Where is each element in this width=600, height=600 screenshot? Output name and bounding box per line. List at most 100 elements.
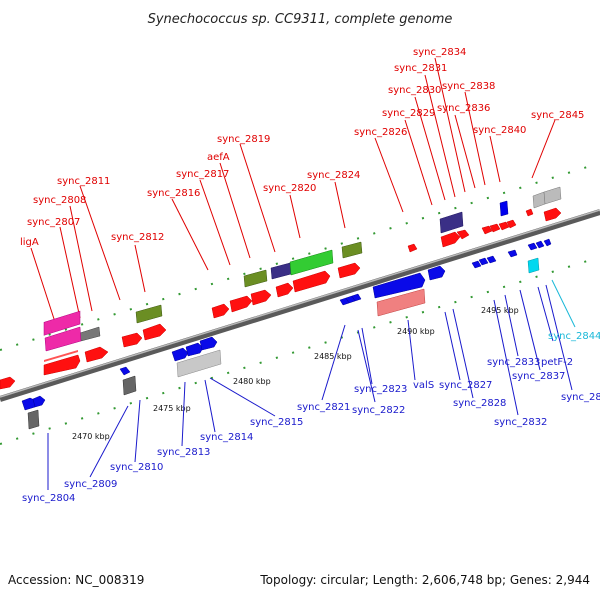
kbp-label: 2490 kbp — [397, 327, 435, 336]
gene-label-sync-2815[interactable]: sync_2815 — [250, 417, 303, 428]
gene-label-sync-2824[interactable]: sync_2824 — [307, 170, 360, 181]
gene-label-sync-2845[interactable]: sync_2845 — [531, 110, 584, 121]
gene-label-sync-2820[interactable]: sync_2820 — [263, 183, 316, 194]
gene-label-sync-2833[interactable]: sync_2833 — [487, 357, 540, 368]
gene-feature[interactable] — [407, 243, 418, 253]
gene-feature[interactable] — [211, 303, 230, 319]
gene-label-sync-2808[interactable]: sync_2808 — [33, 195, 86, 206]
gene-feature[interactable] — [506, 219, 517, 229]
gene-label-sync-2823[interactable]: sync_2823 — [354, 384, 407, 395]
gene-feature[interactable] — [440, 231, 461, 248]
gene-feature[interactable] — [498, 221, 510, 231]
gene-feature[interactable] — [535, 240, 545, 249]
gene-feature-olive[interactable] — [341, 241, 363, 259]
top-gene-labels: ligA sync_2807 sync_2808 sync_2811 sync_… — [20, 47, 584, 248]
gene-label-sync-2837[interactable]: sync_2837 — [512, 371, 565, 382]
gene-label-sync-2804[interactable]: sync_2804 — [22, 493, 75, 504]
gene-label-sync-2811[interactable]: sync_2811 — [57, 176, 110, 187]
gene-label-sync-2822[interactable]: sync_2822 — [352, 405, 405, 416]
gene-feature-olive[interactable] — [135, 304, 163, 324]
gene-feature[interactable] — [121, 332, 143, 348]
gene-label-sync-2832[interactable]: sync_2832 — [494, 417, 547, 428]
gene-feature-navy[interactable] — [270, 262, 292, 280]
gene-feature[interactable] — [119, 366, 131, 376]
gene-feature[interactable] — [43, 354, 81, 376]
gene-label-sync-2812[interactable]: sync_2812 — [111, 232, 164, 243]
gene-label-sync-2842[interactable]: sync_2842 — [561, 392, 600, 403]
gene-label-sync-2826[interactable]: sync_2826 — [354, 127, 407, 138]
gene-label-sync-2807[interactable]: sync_2807 — [27, 217, 80, 228]
gene-feature[interactable] — [489, 223, 501, 233]
gene-label-sync-2840[interactable]: sync_2840 — [473, 125, 526, 136]
gene-feature[interactable] — [527, 242, 538, 251]
gene-feature-blue[interactable] — [499, 200, 509, 217]
gene-feature-cyan[interactable] — [527, 257, 540, 274]
gene-feature[interactable] — [486, 255, 497, 264]
gene-label-sync-2817[interactable]: sync_2817 — [176, 169, 229, 180]
gene-feature-pink[interactable] — [43, 310, 81, 336]
gene-label-sync-2816[interactable]: sync_2816 — [147, 188, 200, 199]
gene-feature[interactable] — [543, 207, 562, 222]
gene-feature[interactable] — [478, 257, 489, 266]
gene-feature-salmon[interactable] — [376, 288, 426, 317]
gene-feature[interactable] — [525, 208, 534, 217]
gene-label-sync-2814[interactable]: sync_2814 — [200, 432, 253, 443]
gene-label-sync-2819[interactable]: sync_2819 — [217, 134, 270, 145]
genome-backbone-highlight — [0, 209, 600, 398]
kbp-label: 2475 kbp — [153, 404, 191, 413]
gene-label-sync-2844[interactable]: sync_2844 — [548, 331, 600, 342]
gene-label-sync-2838[interactable]: sync_2838 — [442, 81, 495, 92]
gene-label-sync-2809[interactable]: sync_2809 — [64, 479, 117, 490]
gene-label-aefA[interactable]: aefA — [207, 152, 230, 163]
gene-label-sync-2810[interactable]: sync_2810 — [110, 462, 163, 473]
gene-feature-gray[interactable] — [532, 191, 546, 209]
gene-feature[interactable] — [543, 238, 552, 247]
gene-label-sync-2836[interactable]: sync_2836 — [437, 103, 490, 114]
gene-feature[interactable] — [471, 260, 482, 269]
gene-feature-gray[interactable] — [176, 349, 222, 378]
gene-feature[interactable] — [507, 249, 518, 258]
gene-label-sync-2834[interactable]: sync_2834 — [413, 47, 466, 58]
gene-feature-olive[interactable] — [243, 269, 268, 288]
gene-feature-gray[interactable] — [27, 409, 40, 430]
gene-label-sync-2831[interactable]: sync_2831 — [394, 63, 447, 74]
gene-feature-gray[interactable] — [543, 186, 562, 205]
gene-feature[interactable] — [372, 272, 426, 299]
gene-feature[interactable] — [351, 293, 362, 302]
gene-label-sync-2830[interactable]: sync_2830 — [388, 85, 441, 96]
gene-label-sync-2829[interactable]: sync_2829 — [382, 108, 435, 119]
gene-feature-navy[interactable] — [439, 211, 464, 234]
gene-label-ligA[interactable]: ligA — [20, 237, 39, 248]
gene-label-sync-2827[interactable]: sync_2827 — [439, 380, 492, 391]
gene-feature[interactable] — [32, 395, 46, 408]
gene-feature-gray[interactable] — [79, 326, 101, 342]
bottom-gene-labels: sync_2804 sync_2809 sync_2810 sync_2813 … — [22, 331, 600, 504]
gene-feature[interactable] — [185, 342, 204, 357]
gene-feature[interactable] — [481, 225, 493, 235]
gene-label-sync-2821[interactable]: sync_2821 — [297, 402, 350, 413]
gene-label-valS[interactable]: valS — [413, 380, 434, 391]
kbp-label: 2485 kbp — [314, 352, 352, 361]
gene-feature[interactable] — [337, 262, 361, 279]
gene-feature[interactable] — [84, 346, 109, 363]
gene-label-sync-2813[interactable]: sync_2813 — [157, 447, 210, 458]
forward-genes — [0, 207, 562, 390]
gene-feature[interactable] — [250, 289, 272, 306]
gene-feature[interactable] — [427, 265, 446, 281]
gene-label-petF-2[interactable]: petF-2 — [541, 357, 573, 368]
bottom-leader-lines — [47, 284, 573, 490]
gene-feature[interactable] — [142, 323, 167, 341]
gene-feature-pink[interactable] — [44, 326, 82, 352]
gene-feature[interactable] — [171, 347, 189, 362]
genome-backbone — [0, 209, 600, 402]
gene-label-sync-2828[interactable]: sync_2828 — [453, 398, 506, 409]
gene-feature-gray[interactable] — [122, 375, 137, 396]
gene-feature[interactable] — [199, 336, 218, 351]
gene-feature[interactable] — [292, 270, 331, 293]
gene-feature-rna[interactable] — [289, 249, 334, 276]
gene-feature[interactable] — [456, 229, 470, 240]
gene-feature[interactable] — [275, 282, 294, 298]
gene-feature[interactable] — [0, 376, 16, 390]
gene-feature[interactable] — [229, 295, 253, 313]
